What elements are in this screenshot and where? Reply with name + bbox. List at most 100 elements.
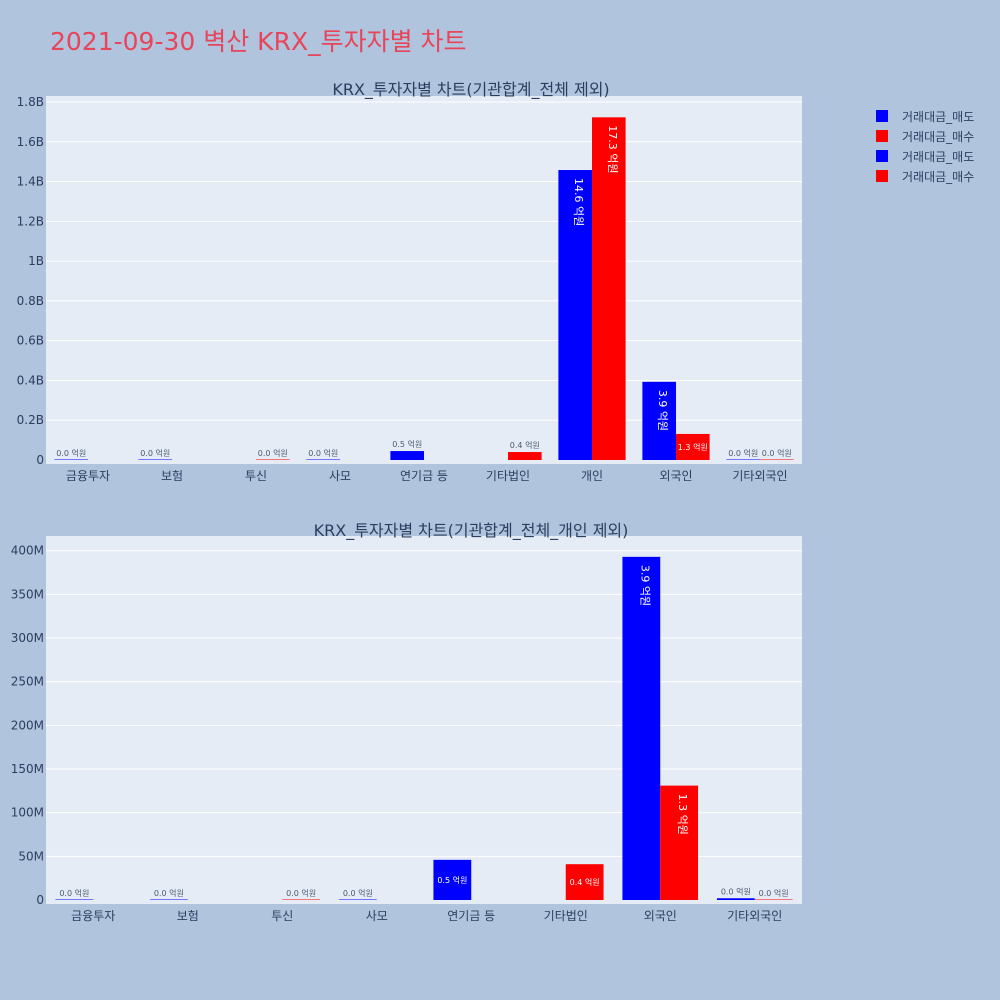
x-tick-label: 사모 <box>329 469 351 483</box>
x-tick-label: 금융투자 <box>66 469 110 483</box>
legend-swatch-buy <box>876 130 888 142</box>
bar-label: 0.0 억원 <box>308 448 338 458</box>
x-tick-label: 외국인 <box>659 469 692 483</box>
bar-buy <box>754 899 793 900</box>
y-tick-label: 0 <box>36 453 44 467</box>
bar-buy <box>660 785 699 900</box>
y-tick-label: 0.6B <box>17 334 44 348</box>
legend-swatch-sell <box>876 110 888 122</box>
bar-label: 0.0 억원 <box>728 448 758 458</box>
x-tick-label: 금융투자 <box>71 909 115 923</box>
bar-sell <box>622 556 661 900</box>
x-tick-label: 기타외국인 <box>727 909 782 923</box>
bar-label: 0.5 억원 <box>392 439 422 449</box>
bar-buy <box>508 452 542 460</box>
bar-label: 0.0 억원 <box>258 448 288 458</box>
x-tick-label: 투신 <box>271 909 293 923</box>
legend-swatch-buy <box>876 170 888 182</box>
bar-label: 0.0 억원 <box>154 888 184 898</box>
y-tick-label: 100M <box>11 806 44 820</box>
legend-label: 거래대금_매도 <box>902 109 975 124</box>
chart-bottom: 0 50M 100M 150M 200M 250M 300M 350M 400M KRX_투자자별… <box>11 521 802 923</box>
bar-label: 0.0 억원 <box>286 888 316 898</box>
bar-label: 1.3 억원 <box>676 794 689 835</box>
x-tick-label: 연기금 등 <box>447 909 495 923</box>
bar-sell <box>716 898 755 900</box>
y-tick-label: 0.2B <box>17 413 44 427</box>
bar-sell <box>138 459 172 460</box>
y-tick-label: 250M <box>11 675 44 689</box>
bar-buy <box>282 899 321 900</box>
bar-buy <box>565 864 604 900</box>
bar-sell <box>338 899 377 900</box>
bar-label: 0.0 억원 <box>59 888 89 898</box>
bar-sell <box>54 459 88 460</box>
legend-item[interactable]: 거래대금_매도 <box>876 146 974 166</box>
x-tick-label: 투신 <box>245 469 267 483</box>
y-tick-label: 1.6B <box>17 135 44 149</box>
bar-label: 1.3 억원 <box>678 442 708 452</box>
y-tick-label: 200M <box>11 718 44 732</box>
y-tick-label: 0.4B <box>17 373 44 387</box>
bar-label: 0.0 억원 <box>721 886 751 896</box>
bar-label: 0.5 억원 <box>437 875 467 885</box>
bar-sell <box>306 459 340 460</box>
page-title: 2021-09-30 벽산 KRX_투자자별 차트 <box>50 27 467 56</box>
y-tick-label: 1.2B <box>17 214 44 228</box>
plot-area <box>46 96 802 464</box>
bar-label: 0.0 억원 <box>343 888 373 898</box>
bar-buy <box>256 459 290 460</box>
x-tick-label: 개인 <box>581 469 603 483</box>
bar-buy <box>592 117 626 460</box>
y-tick-label: 0.8B <box>17 294 44 308</box>
bar-label: 3.9 억원 <box>656 390 669 431</box>
y-tick-label: 300M <box>11 631 44 645</box>
y-tick-label: 150M <box>11 762 44 776</box>
bar-sell <box>558 170 592 460</box>
x-tick-label: 연기금 등 <box>400 469 448 483</box>
bar-label: 0.0 억원 <box>759 888 789 898</box>
x-tick-label: 사모 <box>366 909 388 923</box>
chart-title: KRX_투자자별 차트(기관합계_전체_개인 제외) <box>314 521 629 541</box>
y-tick-label: 400M <box>11 544 44 558</box>
bar-sell <box>433 859 472 900</box>
bar-label: 0.0 억원 <box>140 448 170 458</box>
x-tick-label: 기타법인 <box>486 469 530 483</box>
x-tick-label: 보험 <box>161 469 183 483</box>
legend-item[interactable]: 거래대금_매도 <box>876 106 974 126</box>
bar-label: 0.4 억원 <box>510 440 540 450</box>
bar-sell <box>726 459 760 460</box>
x-tick-label: 보험 <box>177 909 199 923</box>
y-tick-label: 350M <box>11 587 44 601</box>
x-tick-label: 기타외국인 <box>732 469 787 483</box>
bar-label: 0.4 억원 <box>570 877 600 887</box>
legend-item[interactable]: 거래대금_매수 <box>876 166 974 186</box>
bar-sell <box>390 451 424 460</box>
bar-sell <box>642 381 676 460</box>
y-tick-label: 1B <box>28 254 44 268</box>
legend: 거래대금_매도 거래대금_매수 거래대금_매도 거래대금_매수 <box>876 106 974 186</box>
bar-label: 14.6 억원 <box>572 178 585 226</box>
y-tick-label: 1.4B <box>17 175 44 189</box>
legend-item[interactable]: 거래대금_매수 <box>876 126 974 146</box>
x-tick-label: 기타법인 <box>544 909 588 923</box>
bar-buy <box>760 459 794 460</box>
y-tick-label: 1.8B <box>17 95 44 109</box>
legend-label: 거래대금_매도 <box>902 149 975 164</box>
legend-label: 거래대금_매수 <box>902 129 975 144</box>
x-tick-label: 외국인 <box>644 909 677 923</box>
bar-buy <box>676 433 710 460</box>
chart-title: KRX_투자자별 차트(기관합계_전체 제외) <box>332 80 609 100</box>
bar-sell <box>55 899 94 900</box>
legend-label: 거래대금_매수 <box>902 169 975 184</box>
bar-sell <box>149 899 188 900</box>
legend-swatch-sell <box>876 150 888 162</box>
bar-label: 0.0 억원 <box>762 448 792 458</box>
bar-label: 17.3 억원 <box>606 125 619 173</box>
bar-label: 0.0 억원 <box>56 448 86 458</box>
y-tick-label: 0 <box>36 893 44 907</box>
chart-top: 0 0.2B 0.4B 0.6B 0.8B 1B 1.2B 1.4B 1.6B 1.8B KRX_투… <box>17 80 802 483</box>
y-tick-label: 50M <box>18 849 44 863</box>
bar-label: 3.9 억원 <box>638 565 651 606</box>
